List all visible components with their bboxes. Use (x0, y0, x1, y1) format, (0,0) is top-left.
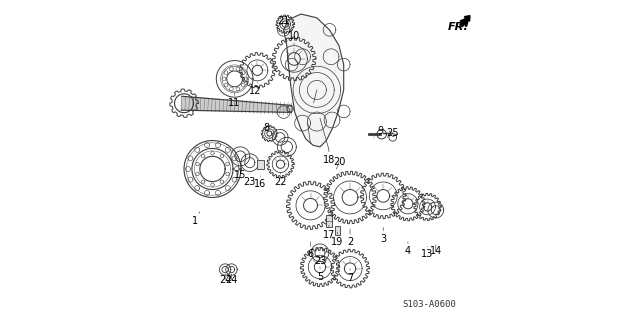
Text: 17: 17 (323, 225, 335, 240)
Text: 24: 24 (219, 274, 231, 285)
FancyBboxPatch shape (335, 226, 340, 235)
Text: FR.: FR. (448, 22, 469, 32)
Text: 21: 21 (278, 16, 290, 30)
Text: 8: 8 (263, 123, 269, 137)
Text: 3: 3 (380, 227, 387, 243)
Text: 7: 7 (347, 269, 353, 283)
Text: 15: 15 (234, 166, 246, 180)
Polygon shape (181, 96, 292, 112)
Text: 2: 2 (347, 229, 353, 247)
Text: 25: 25 (387, 128, 399, 137)
Text: 1: 1 (192, 212, 200, 226)
Text: 23: 23 (244, 174, 256, 187)
Text: 5: 5 (317, 267, 323, 281)
Text: 10: 10 (288, 31, 300, 45)
Text: 16: 16 (255, 176, 267, 189)
FancyBboxPatch shape (326, 215, 332, 227)
Text: 19: 19 (332, 232, 344, 247)
Text: 22: 22 (274, 173, 287, 187)
Text: 24: 24 (225, 274, 237, 285)
Text: 4: 4 (405, 242, 411, 256)
Text: S103-A0600: S103-A0600 (402, 300, 456, 309)
FancyArrow shape (460, 16, 470, 27)
Text: 13: 13 (421, 247, 434, 259)
Text: 12: 12 (249, 82, 261, 96)
Text: 6: 6 (307, 242, 314, 259)
FancyBboxPatch shape (257, 160, 264, 169)
Text: 9: 9 (374, 126, 383, 137)
Text: 20: 20 (333, 157, 345, 169)
Text: 11: 11 (228, 93, 240, 108)
Text: 23: 23 (314, 253, 326, 266)
Text: 18: 18 (323, 149, 335, 165)
Polygon shape (284, 14, 344, 147)
Text: 14: 14 (429, 245, 442, 256)
